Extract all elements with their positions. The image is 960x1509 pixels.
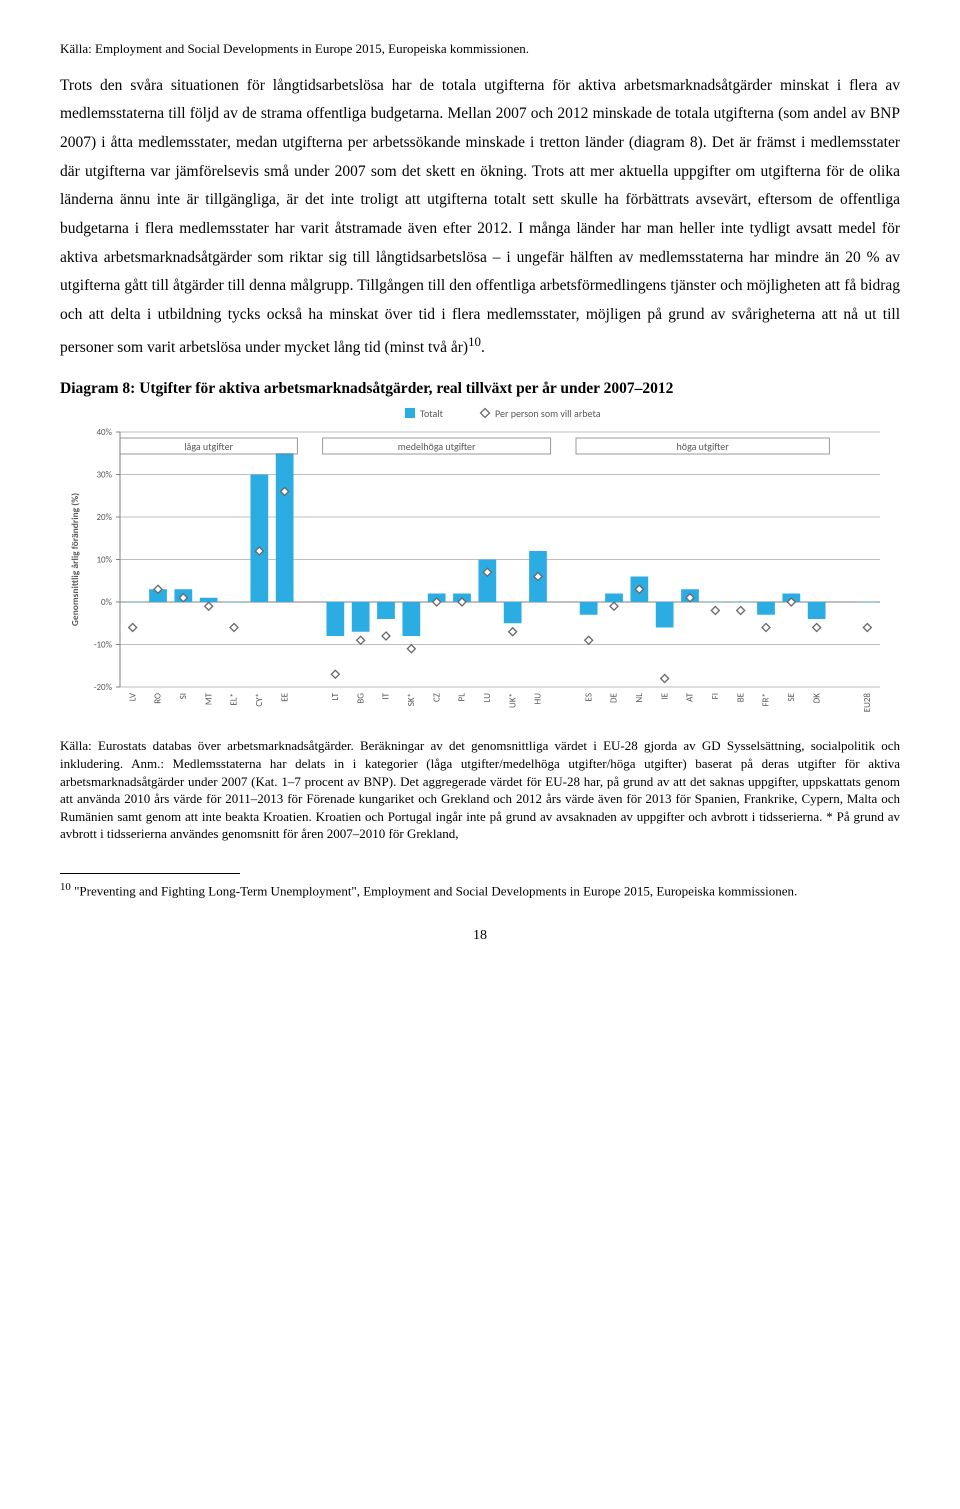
chart-bar bbox=[757, 602, 775, 615]
svg-text:LU: LU bbox=[482, 693, 493, 703]
bar-chart: -20% -10% 0% 10% 20% 30% 40% LV RO SI MT EL* CY* EE LT… bbox=[60, 402, 900, 732]
chart-bar bbox=[250, 475, 268, 603]
svg-text:DE: DE bbox=[609, 693, 620, 704]
svg-text:Genomsnittlig årlig förändring: Genomsnittlig årlig förändring (%) bbox=[69, 493, 81, 626]
svg-text:PL: PL bbox=[457, 693, 468, 702]
chart-bar bbox=[706, 602, 724, 603]
svg-text:LT: LT bbox=[330, 693, 341, 701]
body-super: 10 bbox=[468, 334, 481, 349]
svg-text:UK*: UK* bbox=[507, 693, 518, 708]
chart-bar bbox=[276, 454, 294, 603]
chart-bar bbox=[377, 602, 395, 619]
chart-bar bbox=[732, 602, 750, 603]
chart-source-caption: Källa: Eurostats databas över arbetsmark… bbox=[60, 737, 900, 842]
svg-text:-20%: -20% bbox=[94, 682, 113, 693]
chart-container: -20% -10% 0% 10% 20% 30% 40% LV RO SI MT EL* CY* EE LT… bbox=[60, 402, 900, 737]
svg-text:ES: ES bbox=[583, 693, 594, 701]
svg-text:30%: 30% bbox=[96, 470, 112, 481]
svg-text:FR*: FR* bbox=[761, 693, 772, 707]
page-number: 18 bbox=[60, 928, 900, 944]
svg-text:DK: DK bbox=[811, 693, 822, 704]
chart-bar bbox=[504, 602, 522, 623]
svg-text:AT: AT bbox=[685, 693, 696, 703]
chart-bar bbox=[225, 602, 243, 603]
svg-text:Totalt: Totalt bbox=[420, 407, 444, 420]
chart-bar bbox=[124, 602, 142, 603]
body-period: . bbox=[481, 339, 485, 356]
svg-text:40%: 40% bbox=[96, 427, 112, 438]
svg-text:BE: BE bbox=[735, 693, 746, 703]
svg-text:20%: 20% bbox=[96, 512, 112, 523]
svg-text:EU28: EU28 bbox=[862, 693, 873, 713]
svg-text:CY*: CY* bbox=[254, 693, 265, 707]
body-paragraph: Trots den svåra situationen för långtids… bbox=[60, 72, 900, 363]
svg-text:CZ: CZ bbox=[431, 693, 442, 702]
svg-text:NL: NL bbox=[634, 693, 645, 703]
svg-text:LV: LV bbox=[127, 693, 138, 702]
svg-text:10%: 10% bbox=[96, 555, 112, 566]
svg-text:BG: BG bbox=[355, 693, 366, 704]
svg-text:-10%: -10% bbox=[94, 640, 113, 651]
chart-bar bbox=[478, 560, 496, 603]
footnote-text: "Preventing and Fighting Long-Term Unemp… bbox=[74, 883, 797, 898]
svg-text:FI: FI bbox=[710, 693, 721, 699]
body-text: Trots den svåra situationen för långtids… bbox=[60, 77, 900, 356]
svg-text:EE: EE bbox=[279, 693, 290, 702]
footnote-number: 10 bbox=[60, 881, 71, 893]
footnote-separator bbox=[60, 873, 240, 874]
svg-text:SI: SI bbox=[178, 693, 189, 699]
chart-bar bbox=[580, 602, 598, 615]
svg-text:MT: MT bbox=[203, 693, 214, 706]
top-source-caption: Källa: Employment and Social Development… bbox=[60, 40, 900, 58]
svg-text:låga utgifter: låga utgifter bbox=[184, 440, 233, 453]
footnote: 10 "Preventing and Fighting Long-Term Un… bbox=[60, 880, 900, 900]
chart-bar bbox=[605, 594, 623, 603]
chart-bar bbox=[326, 602, 344, 636]
svg-text:SE: SE bbox=[786, 693, 797, 702]
svg-text:HU: HU bbox=[533, 693, 544, 705]
svg-text:medelhöga utgifter: medelhöga utgifter bbox=[398, 440, 476, 453]
chart-heading: Diagram 8: Utgifter för aktiva arbetsmar… bbox=[60, 380, 900, 398]
svg-text:IE: IE bbox=[659, 693, 670, 700]
svg-text:0%: 0% bbox=[101, 597, 113, 608]
chart-bar bbox=[402, 602, 420, 636]
svg-text:höga utgifter: höga utgifter bbox=[677, 440, 730, 453]
chart-bar bbox=[808, 602, 826, 619]
svg-text:RO: RO bbox=[153, 693, 164, 704]
chart-bar bbox=[352, 602, 370, 632]
svg-text:Per person som vill arbeta: Per person som vill arbeta bbox=[495, 407, 601, 420]
chart-bar bbox=[656, 602, 674, 628]
svg-text:IT: IT bbox=[381, 693, 392, 700]
chart-bar bbox=[858, 602, 876, 603]
svg-text:EL*: EL* bbox=[229, 693, 240, 706]
svg-text:SK*: SK* bbox=[406, 693, 417, 706]
